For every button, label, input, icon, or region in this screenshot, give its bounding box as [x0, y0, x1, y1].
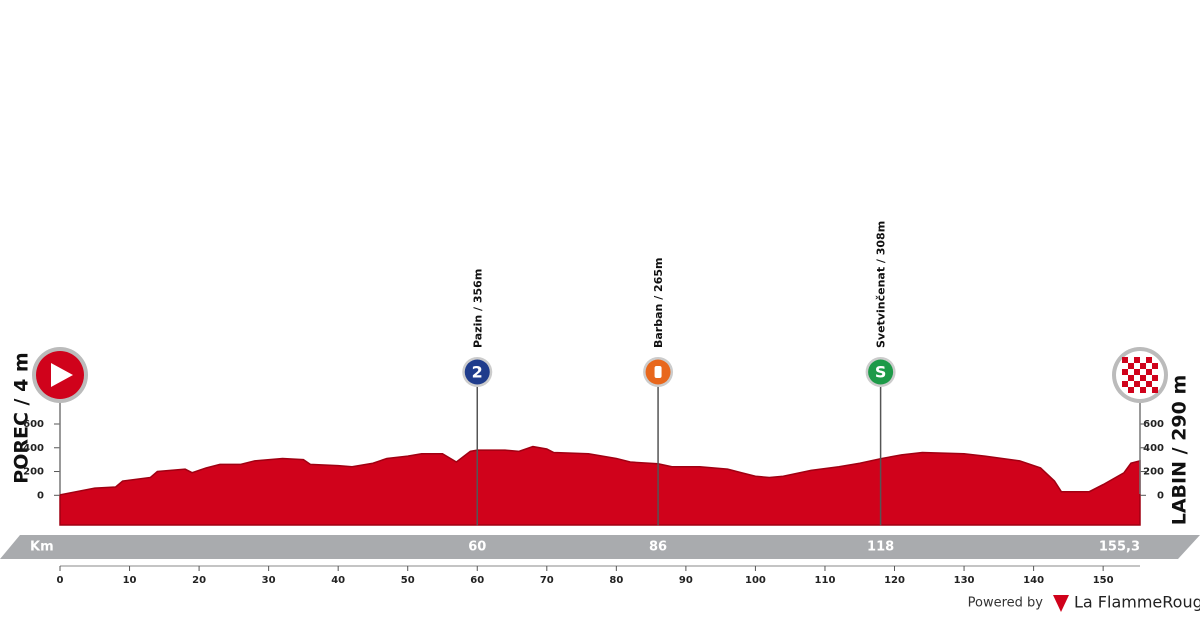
checker	[1140, 363, 1146, 369]
climb-icon-text: S	[875, 363, 887, 382]
x-tick-label: 10	[123, 575, 137, 586]
start-label: POREC / 4 m	[11, 352, 33, 483]
x-tick-label: 100	[745, 575, 766, 586]
x-tick-label: 120	[884, 575, 905, 586]
x-axis-label: Km	[30, 540, 54, 555]
elevation-area	[59, 445, 1141, 526]
km-mark: 155,3	[1099, 540, 1140, 555]
x-tick-label: 30	[262, 575, 276, 586]
checker	[1152, 375, 1158, 381]
checker	[1128, 363, 1134, 369]
y-tick-label: 200	[1143, 467, 1164, 478]
checker	[1134, 381, 1140, 387]
brand-logo	[1053, 595, 1069, 612]
x-tick-label: 60	[470, 575, 484, 586]
y-tick-label: 600	[1143, 419, 1164, 430]
climb-label: Barban / 265m	[652, 258, 665, 348]
checker	[1128, 375, 1134, 381]
x-tick-label: 90	[679, 575, 693, 586]
brand: La FlammeRouge	[1074, 593, 1200, 612]
x-tick-label: 0	[57, 575, 64, 586]
y-tick-label: 600	[23, 419, 44, 430]
checker	[1152, 363, 1158, 369]
bottle-icon	[654, 366, 662, 378]
checker	[1134, 357, 1140, 363]
x-tick-label: 130	[954, 575, 975, 586]
finish-label: LABIN / 290 m	[1169, 375, 1191, 526]
checker	[1146, 357, 1152, 363]
km-bar	[0, 535, 1200, 559]
start-arrow	[51, 363, 73, 387]
checker	[1134, 369, 1140, 375]
y-tick-label: 0	[1157, 490, 1164, 501]
y-tick-label: 0	[37, 490, 44, 501]
y-tick-label: 400	[23, 443, 44, 454]
y-tick-label: 400	[1143, 443, 1164, 454]
x-tick-label: 70	[540, 575, 554, 586]
km-mark: 118	[867, 540, 894, 555]
checker	[1122, 369, 1128, 375]
x-tick-label: 140	[1023, 575, 1044, 586]
x-tick-label: 150	[1093, 575, 1114, 586]
x-tick-label: 50	[401, 575, 415, 586]
x-tick-label: 80	[609, 575, 623, 586]
climb-icon-text: 2	[472, 363, 483, 382]
checker	[1152, 387, 1158, 393]
x-tick-label: 40	[331, 575, 345, 586]
checker	[1128, 387, 1134, 393]
checker	[1122, 357, 1128, 363]
climb-icon	[464, 359, 490, 385]
climb-label: Pazin / 356m	[471, 269, 484, 348]
km-mark: 60	[468, 540, 486, 555]
checker	[1140, 375, 1146, 381]
credit: Powered by	[968, 596, 1044, 611]
checker	[1122, 381, 1128, 387]
checker	[1146, 369, 1152, 375]
x-tick-label: 110	[815, 575, 836, 586]
checker	[1146, 381, 1152, 387]
checker	[1140, 387, 1146, 393]
climb-icon	[868, 359, 894, 385]
y-tick-label: 200	[23, 467, 44, 478]
climb-label: Svetvinčenat / 308m	[875, 221, 888, 348]
x-tick-label: 20	[192, 575, 206, 586]
km-mark: 86	[649, 540, 667, 555]
